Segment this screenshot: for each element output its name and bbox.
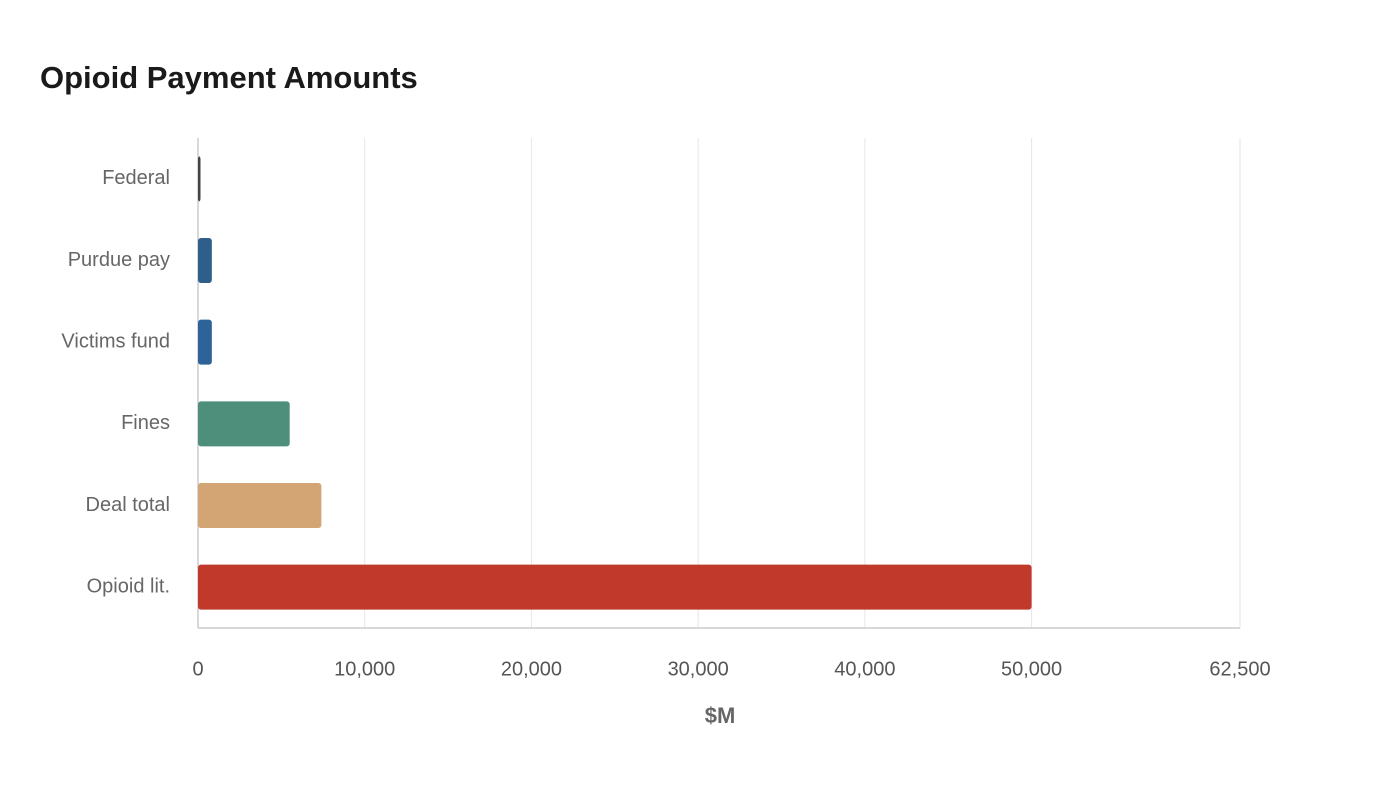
- chart-title: Opioid Payment Amounts: [40, 60, 418, 95]
- bar: [198, 319, 212, 365]
- bar: [198, 401, 290, 447]
- x-axis-title: $M: [705, 703, 736, 728]
- x-tick-label: 30,000: [668, 658, 729, 680]
- y-tick-label: Fines: [121, 412, 170, 434]
- y-tick-label: Opioid lit.: [87, 575, 170, 597]
- y-tick-label: Federal: [102, 167, 170, 189]
- x-tick-label: 62,500: [1209, 658, 1270, 680]
- x-tick-label: 50,000: [1001, 658, 1062, 680]
- y-tick-label: Deal total: [86, 494, 171, 516]
- bar: [198, 483, 322, 528]
- bar: [198, 238, 212, 283]
- x-tick-label: 20,000: [501, 658, 562, 680]
- x-tick-label: 10,000: [334, 658, 395, 680]
- y-tick-label: Victims fund: [61, 330, 170, 352]
- bar: [198, 156, 201, 202]
- y-tick-label: Purdue pay: [68, 249, 170, 271]
- x-tick-label: 0: [192, 658, 203, 680]
- bar: [198, 564, 1032, 610]
- x-tick-label: 40,000: [834, 658, 895, 680]
